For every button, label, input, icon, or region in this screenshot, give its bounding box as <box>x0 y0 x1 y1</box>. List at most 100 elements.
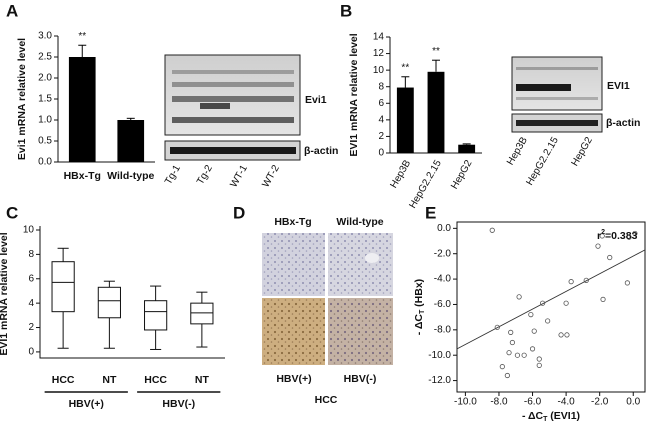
significance-label: ** <box>401 62 409 73</box>
annotation: r2=0.383 <box>597 229 638 241</box>
y-axis-label: EVI1 mRNA relative level <box>348 33 360 156</box>
y-tick-label: -6.0 <box>434 299 452 310</box>
x-tick-label: 0.0 <box>626 397 640 408</box>
point <box>558 332 564 338</box>
band-label: β-actin <box>304 145 338 157</box>
group-label: HBV(-) <box>162 398 195 410</box>
significance-label: ** <box>432 46 440 57</box>
plot-frame <box>456 221 646 393</box>
panel-letter: D <box>233 203 245 222</box>
image-caption: HCC <box>315 394 338 406</box>
fit-line <box>456 249 646 350</box>
x-tick-label: -10.0 <box>454 397 477 408</box>
band-label: β-actin <box>606 117 640 129</box>
image-label: HBV(+) <box>276 373 311 385</box>
annotation-part: 2 <box>601 229 605 236</box>
y-tick-label: 6 <box>378 98 384 109</box>
y-tick-label: 2.0 <box>38 73 52 84</box>
western-blot <box>164 54 301 161</box>
point <box>506 350 512 356</box>
point <box>600 296 606 302</box>
point <box>564 332 570 338</box>
point <box>583 277 589 283</box>
y-axis-label: EVI1 mRNA relative level <box>0 232 10 355</box>
y-tick-label: -2.0 <box>434 248 452 259</box>
bar <box>68 57 96 162</box>
x-tick-label: -6.0 <box>524 397 542 408</box>
image-label: HBx-Tg <box>274 216 311 228</box>
y-tick-label: 2 <box>28 322 34 333</box>
x-axis-label-part: T <box>543 416 548 423</box>
box <box>144 300 168 331</box>
y-tick-label: 2 <box>378 131 384 142</box>
western-blot <box>511 56 603 133</box>
y-tick-label: 10 <box>23 225 35 236</box>
point <box>624 280 630 286</box>
lane-label: WT-1 <box>228 163 250 190</box>
point <box>529 346 536 352</box>
y-tick-label: 2.5 <box>38 52 52 63</box>
y-tick-label: 10 <box>373 65 385 76</box>
y-tick-label: 4 <box>378 114 384 125</box>
y-tick-label: 1.0 <box>38 115 52 126</box>
y-axis-label: Evi1 mRNA relative level <box>16 38 28 160</box>
point <box>540 300 546 306</box>
y-tick-label: -10.0 <box>428 350 451 361</box>
x-tick-label: -4.0 <box>557 397 575 408</box>
lane-label: HepG2 <box>570 135 596 168</box>
y-tick-label: 0.0 <box>38 157 52 168</box>
band-label: EVI1 <box>607 80 630 92</box>
y-axis-label-part: - ΔC <box>413 314 425 336</box>
lane-label: Hep3B <box>505 135 530 167</box>
histology-images <box>262 233 393 365</box>
x-tick-label: -2.0 <box>591 397 609 408</box>
x-tick-label: NT <box>195 374 210 386</box>
y-tick-label: 8 <box>28 249 34 260</box>
axis-line <box>39 226 225 359</box>
bar <box>427 71 445 153</box>
x-tick-label: Hep3B <box>388 158 413 190</box>
x-tick-label: HCC <box>144 374 167 386</box>
x-tick-label: NT <box>102 374 117 386</box>
bar <box>396 87 414 153</box>
y-tick-label: 3.0 <box>38 31 52 42</box>
y-tick-label: -8.0 <box>434 324 452 335</box>
point <box>521 352 527 358</box>
y-tick-label: 4 <box>28 298 34 309</box>
point <box>568 279 574 285</box>
point <box>599 233 605 239</box>
x-tick-label: -8.0 <box>490 397 508 408</box>
y-tick-label: 14 <box>373 32 385 43</box>
point <box>531 328 537 334</box>
x-axis-label: - ΔCT (EVI1) <box>522 410 580 424</box>
y-tick-label: -12.0 <box>428 375 451 386</box>
y-tick-label: 0 <box>28 347 34 358</box>
point <box>545 318 551 324</box>
point <box>528 312 534 318</box>
lane-label: Tg-1 <box>163 163 183 187</box>
y-tick-label: 1.5 <box>38 94 52 105</box>
point <box>595 243 601 249</box>
point <box>632 230 638 237</box>
x-tick-label: HepG2 <box>449 158 475 191</box>
point <box>499 364 505 370</box>
band-label: Evi1 <box>305 94 327 106</box>
y-tick-label: 0 <box>378 148 384 159</box>
y-tick-label: 12 <box>373 48 385 59</box>
panel-letter: A <box>6 1 18 20</box>
image-label: Wild-type <box>336 216 383 228</box>
y-tick-label: 6 <box>28 273 34 284</box>
x-tick-label: HBx-Tg <box>64 170 101 182</box>
significance-label: ** <box>78 31 86 42</box>
annotation-part: r <box>597 230 601 242</box>
point <box>508 329 514 335</box>
point <box>626 234 632 240</box>
lane-label: WT-2 <box>260 163 282 190</box>
point <box>504 372 510 379</box>
panel-letter: B <box>340 1 352 20</box>
panel-letter: E <box>425 203 436 222</box>
lane-label: HepG2.2.15 <box>524 135 561 188</box>
group-label: HBV(+) <box>69 398 104 410</box>
image-label: HBV(-) <box>344 373 377 385</box>
